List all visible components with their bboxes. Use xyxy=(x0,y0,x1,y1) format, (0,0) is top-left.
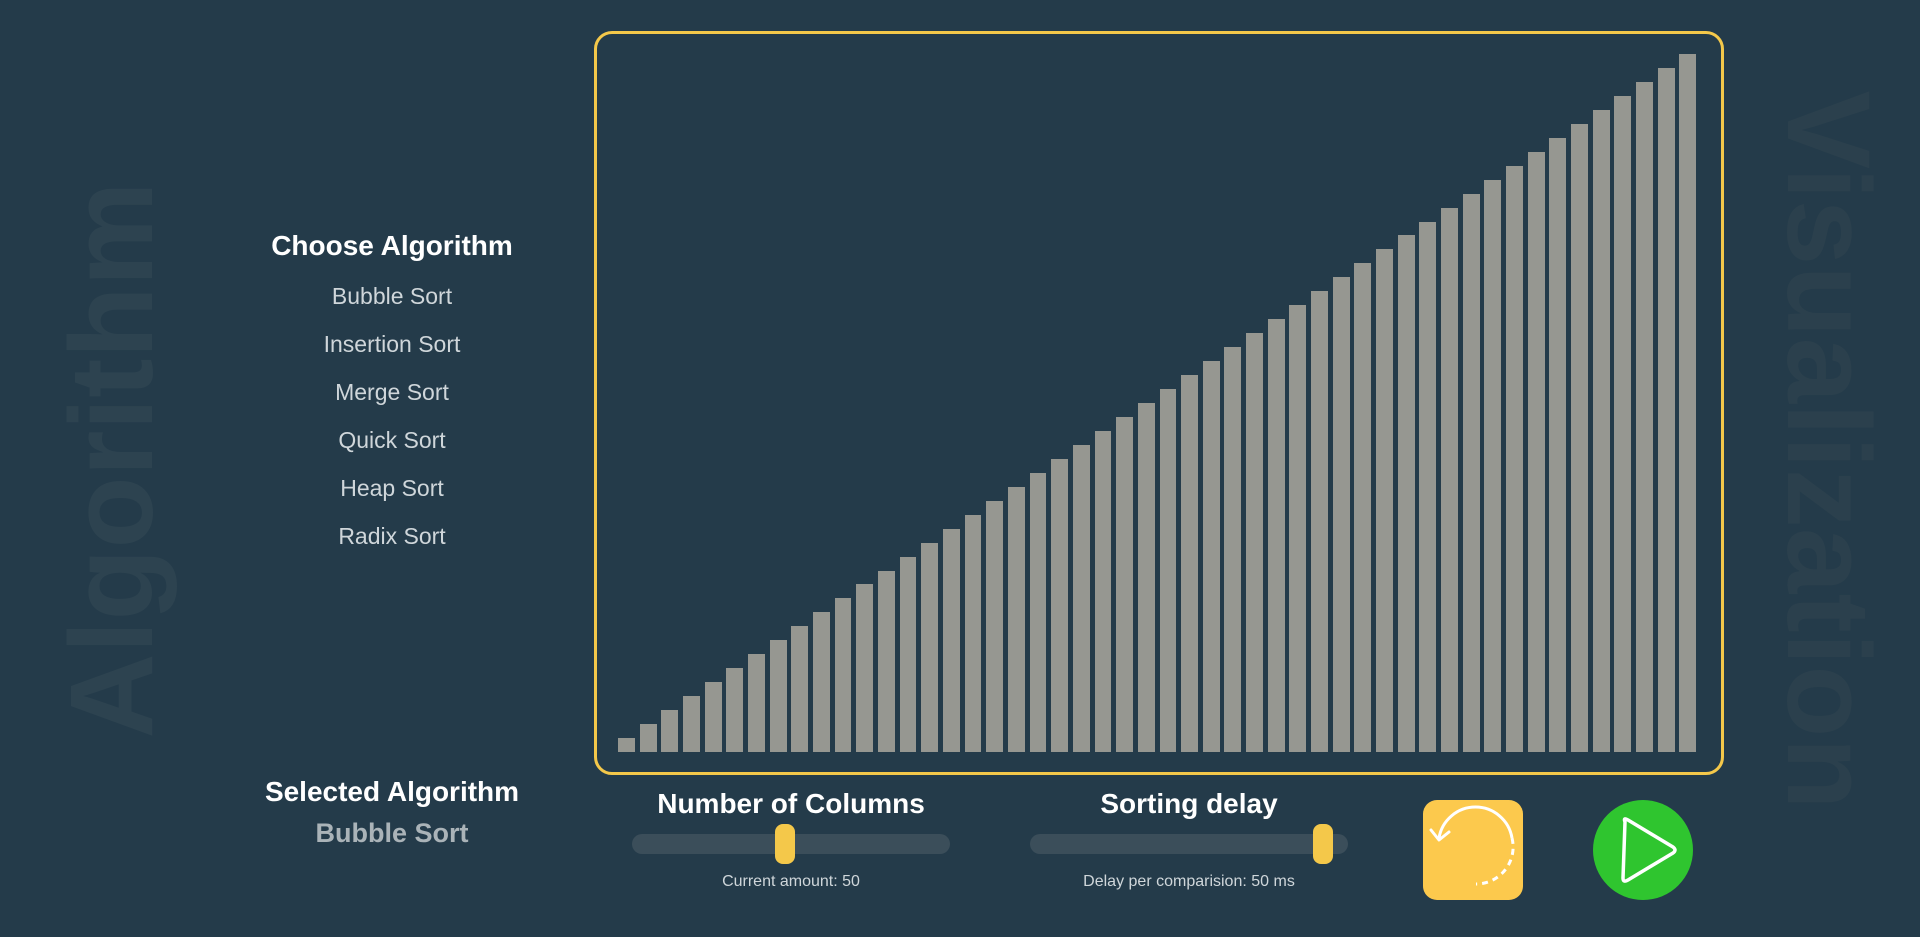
bar xyxy=(1051,458,1069,752)
bar xyxy=(791,626,809,752)
bar xyxy=(899,556,917,752)
bar xyxy=(682,696,700,752)
algorithm-item-quick-sort[interactable]: Quick Sort xyxy=(338,427,446,453)
delay-slider-thumb[interactable] xyxy=(1312,824,1333,864)
visualization-panel xyxy=(594,31,1724,775)
bar xyxy=(1072,444,1090,752)
bar xyxy=(1137,403,1155,752)
bar xyxy=(1376,249,1393,752)
bar xyxy=(834,598,852,752)
bar xyxy=(1441,207,1458,752)
bar xyxy=(1246,333,1264,752)
algorithm-menu: Choose Algorithm Bubble Sort Insertion S… xyxy=(242,230,542,560)
bar xyxy=(1289,305,1307,752)
bar xyxy=(1527,151,1545,752)
bar xyxy=(1679,54,1697,752)
bar xyxy=(661,710,679,752)
bar xyxy=(704,682,722,752)
bar xyxy=(1657,67,1675,752)
bar xyxy=(1636,81,1653,752)
reset-icon xyxy=(1429,805,1515,886)
algorithm-item-radix-sort[interactable]: Radix Sort xyxy=(338,523,446,549)
bar xyxy=(877,570,895,752)
bar xyxy=(986,500,1004,752)
bar xyxy=(1484,179,1502,752)
bar xyxy=(1549,137,1567,752)
bar xyxy=(726,668,744,752)
delay-control: Sorting delay Delay per comparision: 50 … xyxy=(1030,788,1348,891)
bar xyxy=(769,640,787,752)
play-icon xyxy=(1621,817,1677,883)
bar xyxy=(1181,375,1199,752)
bar xyxy=(1332,277,1350,752)
bar xyxy=(747,654,765,752)
bar xyxy=(856,584,874,752)
selected-algorithm-title: Selected Algorithm xyxy=(264,776,520,807)
delay-title: Sorting delay xyxy=(1100,788,1278,819)
bar xyxy=(942,528,960,752)
bar xyxy=(1267,319,1285,752)
selected-algorithm-panel: Selected Algorithm Bubble Sort xyxy=(242,776,542,849)
bar xyxy=(1311,291,1328,752)
algorithm-item-bubble-sort[interactable]: Bubble Sort xyxy=(331,283,453,309)
bar xyxy=(964,514,982,752)
bar xyxy=(1116,416,1134,752)
bar xyxy=(1462,193,1480,752)
bar xyxy=(921,542,939,752)
bar xyxy=(1094,430,1112,752)
bar xyxy=(1029,472,1047,752)
bar xyxy=(1007,486,1025,752)
bar xyxy=(1614,95,1632,752)
columns-slider[interactable] xyxy=(632,824,950,864)
selected-algorithm-value: Bubble Sort xyxy=(315,818,469,848)
bar xyxy=(1354,263,1372,752)
columns-control: Number of Columns Current amount: 50 xyxy=(632,788,950,891)
columns-title: Number of Columns xyxy=(657,788,925,819)
choose-algorithm-title: Choose Algorithm xyxy=(271,230,513,261)
bar xyxy=(1202,361,1220,752)
bar xyxy=(1506,165,1523,752)
algorithm-item-merge-sort[interactable]: Merge Sort xyxy=(335,379,449,405)
reset-button[interactable] xyxy=(1423,800,1523,900)
bar xyxy=(1224,347,1242,752)
bar xyxy=(1571,123,1588,752)
bar xyxy=(618,738,635,752)
bar xyxy=(1419,221,1437,752)
bar xyxy=(1397,235,1415,752)
bar xyxy=(1159,389,1177,752)
bar-chart xyxy=(618,54,1701,752)
bar xyxy=(639,724,657,752)
watermark-algorithm: Algorithm xyxy=(46,181,178,739)
columns-slider-thumb[interactable] xyxy=(774,824,795,864)
play-button[interactable] xyxy=(1593,800,1693,900)
delay-slider[interactable] xyxy=(1030,824,1348,864)
bar xyxy=(1592,109,1610,752)
algorithm-item-insertion-sort[interactable]: Insertion Sort xyxy=(323,331,461,357)
algorithm-item-heap-sort[interactable]: Heap Sort xyxy=(340,475,444,501)
delay-caption: Delay per comparision: 50 ms xyxy=(1083,873,1295,890)
columns-caption: Current amount: 50 xyxy=(722,873,860,890)
bar xyxy=(812,612,830,752)
watermark-visualization: Visualization xyxy=(1762,90,1894,810)
